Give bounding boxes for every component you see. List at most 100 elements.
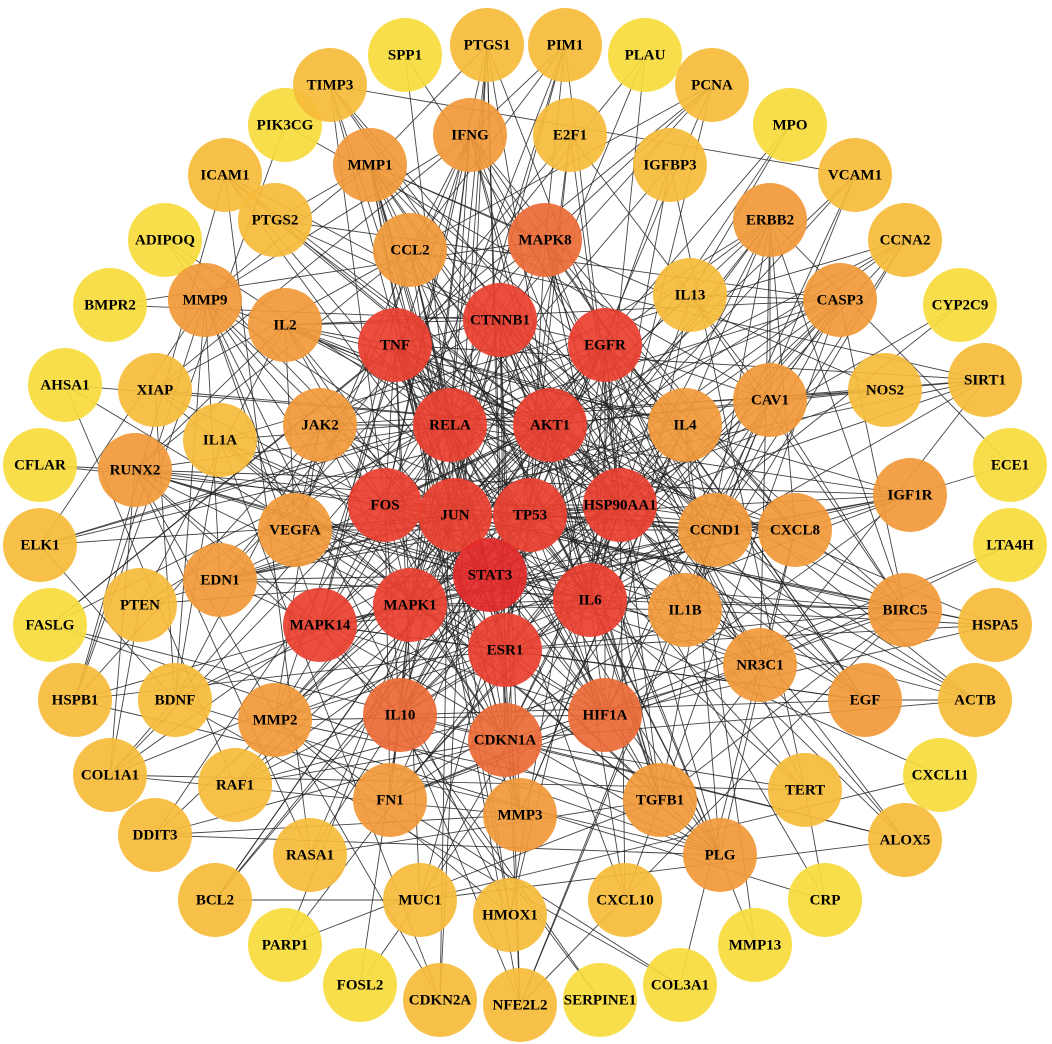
node-label: FOSL2 bbox=[337, 977, 384, 993]
edge bbox=[359, 714, 401, 986]
node bbox=[248, 908, 322, 982]
node-label: TNF bbox=[380, 337, 410, 353]
node-label: ELK1 bbox=[20, 537, 59, 553]
node-label: PIM1 bbox=[547, 37, 584, 53]
node-label: PIK3CG bbox=[257, 117, 314, 133]
node-label: IL10 bbox=[385, 707, 416, 723]
node bbox=[368, 18, 442, 92]
node bbox=[333, 128, 407, 202]
node bbox=[373, 568, 447, 642]
node-label: BIRC5 bbox=[882, 602, 927, 618]
node bbox=[450, 8, 524, 82]
node-label: RELA bbox=[429, 417, 471, 433]
node bbox=[723, 628, 797, 702]
edge bbox=[109, 624, 321, 776]
node-label: NR3C1 bbox=[736, 657, 784, 673]
node-label: PCNA bbox=[691, 77, 733, 93]
edge bbox=[369, 164, 686, 426]
node bbox=[358, 308, 432, 382]
edge bbox=[274, 424, 321, 721]
node-label: VEGFA bbox=[269, 522, 321, 538]
node-label: IL4 bbox=[673, 417, 697, 433]
node bbox=[323, 948, 397, 1022]
node-label: TGFB1 bbox=[636, 792, 684, 808]
node-label: MMP3 bbox=[498, 807, 543, 823]
edge bbox=[219, 439, 506, 651]
edge bbox=[389, 574, 491, 801]
edge bbox=[604, 399, 771, 716]
node-label: IL2 bbox=[273, 317, 296, 333]
node-label: IGFBP3 bbox=[643, 157, 696, 173]
node-label: MMP1 bbox=[348, 157, 393, 173]
node-label: TIMP3 bbox=[307, 77, 354, 93]
node bbox=[923, 268, 997, 342]
node bbox=[648, 388, 722, 462]
node bbox=[633, 128, 707, 202]
edge bbox=[409, 319, 501, 606]
node-label: ALOX5 bbox=[880, 832, 931, 848]
node bbox=[73, 268, 147, 342]
node bbox=[118, 798, 192, 872]
node bbox=[483, 968, 557, 1042]
node-label: DDIT3 bbox=[132, 827, 177, 843]
node bbox=[468, 703, 542, 777]
node-label: CFLAR bbox=[14, 457, 66, 473]
edge bbox=[499, 84, 713, 321]
edge bbox=[134, 469, 311, 856]
node bbox=[183, 403, 257, 477]
node-label: CAV1 bbox=[751, 392, 789, 408]
node-label: STAT3 bbox=[468, 567, 512, 583]
edge bbox=[589, 599, 906, 611]
node-label: ICAM1 bbox=[200, 167, 249, 183]
edge bbox=[604, 624, 996, 716]
node-label: ACTB bbox=[954, 692, 996, 708]
edge bbox=[759, 219, 771, 666]
edge bbox=[369, 164, 451, 426]
edge bbox=[204, 299, 296, 531]
edge bbox=[389, 609, 686, 801]
edge bbox=[369, 164, 886, 391]
edge bbox=[449, 424, 606, 716]
node-label: IL13 bbox=[675, 287, 706, 303]
edge bbox=[409, 249, 591, 601]
node bbox=[508, 203, 582, 277]
node bbox=[528, 8, 602, 82]
node bbox=[678, 493, 752, 567]
node-label: BMPR2 bbox=[84, 297, 136, 313]
node-label: SPP1 bbox=[388, 47, 422, 63]
edge bbox=[284, 324, 551, 426]
edge bbox=[769, 219, 906, 611]
edge bbox=[319, 599, 591, 626]
edge bbox=[274, 714, 606, 721]
node-label: HSP90AA1 bbox=[583, 497, 656, 513]
node bbox=[293, 48, 367, 122]
node bbox=[28, 348, 102, 422]
node bbox=[463, 283, 537, 357]
node bbox=[648, 573, 722, 647]
edge bbox=[499, 319, 866, 701]
node bbox=[188, 138, 262, 212]
edge bbox=[544, 84, 713, 241]
node-label: JAK2 bbox=[301, 417, 339, 433]
edge bbox=[544, 239, 796, 531]
node bbox=[563, 963, 637, 1037]
edge bbox=[274, 424, 451, 721]
node bbox=[643, 948, 717, 1022]
nodes: SPP1 PTGS1 PIM1 PLAU PCNA MPO VCAM1 CCNA2 CYP2C9… bbox=[3, 8, 1047, 1042]
node-label: CXCL10 bbox=[596, 892, 654, 908]
edge bbox=[204, 134, 471, 301]
node-label: XIAP bbox=[137, 382, 174, 398]
node bbox=[553, 563, 627, 637]
node-label: CDKN1A bbox=[474, 732, 537, 748]
node-label: COL3A1 bbox=[651, 977, 709, 993]
node bbox=[868, 573, 942, 647]
node bbox=[433, 98, 507, 172]
node bbox=[788, 863, 862, 937]
edge bbox=[154, 814, 521, 836]
node bbox=[363, 678, 437, 752]
node bbox=[583, 468, 657, 542]
node-label: PLAU bbox=[625, 47, 666, 63]
node bbox=[568, 308, 642, 382]
node-label: CRP bbox=[810, 892, 841, 908]
